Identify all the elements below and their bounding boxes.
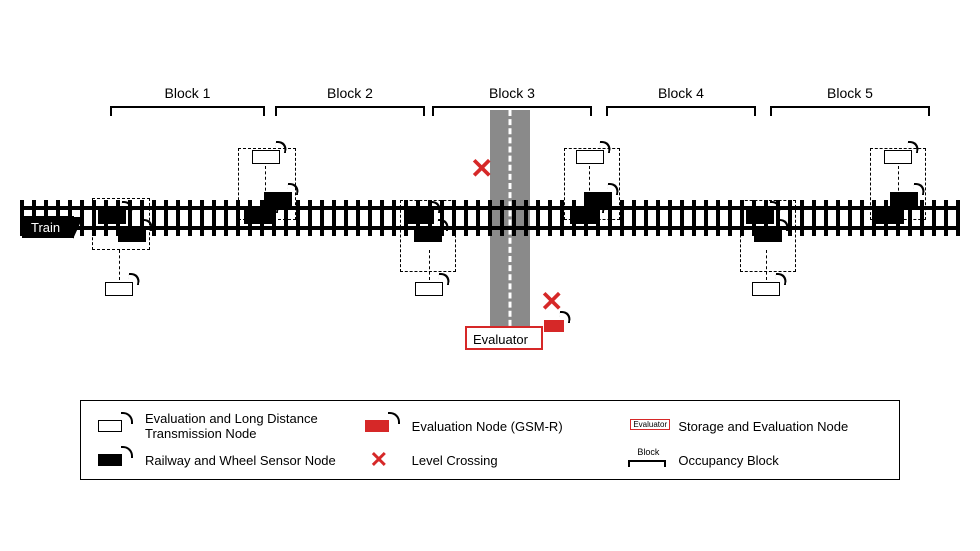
block-bracket: [275, 106, 425, 116]
legend-item: ✕ Level Crossing: [362, 449, 619, 471]
legend-text: Railway and Wheel Sensor Node: [145, 453, 336, 468]
block-bracket: [110, 106, 265, 116]
evaluation-transmission-node: [752, 282, 780, 296]
legend-item: Evaluator Storage and Evaluation Node: [628, 415, 885, 437]
train: Train: [22, 216, 74, 238]
track-rail-top: [20, 206, 960, 210]
legend-text: Evaluation Node (GSM-R): [412, 419, 563, 434]
level-crossing-icon: ✕: [362, 449, 402, 471]
evaluator-box: Evaluator: [465, 326, 543, 350]
wheel-sensor-node: [406, 210, 434, 224]
wheel-sensor-node: [890, 192, 918, 206]
evaluation-transmission-node: [252, 150, 280, 164]
railway-track: [20, 200, 960, 236]
block-label: Block 3: [432, 85, 592, 101]
block-label: Block 5: [770, 85, 930, 101]
evaluation-transmission-node: [576, 150, 604, 164]
wheel-sensor-node-icon: [95, 449, 135, 471]
node-link: [766, 250, 767, 280]
block-bracket: [606, 106, 756, 116]
node-link: [429, 250, 430, 280]
legend-item: Evaluation and Long Distance Transmissio…: [95, 411, 352, 441]
block-label: Block 1: [110, 85, 265, 101]
gsmr-node-icon: [362, 415, 402, 437]
legend-text: Level Crossing: [412, 453, 498, 468]
storage-node-icon: Evaluator: [628, 415, 668, 437]
evaluation-transmission-node: [415, 282, 443, 296]
level-crossing-x-icon: ✕: [470, 155, 493, 183]
legend-item: Evaluation Node (GSM-R): [362, 415, 619, 437]
wheel-sensor-node: [98, 210, 126, 224]
wheel-sensor-node: [118, 228, 146, 242]
evaluation-transmission-node: [884, 150, 912, 164]
train-front-icon: [73, 217, 83, 239]
occupancy-block-icon: Block: [628, 449, 668, 471]
wheel-sensor-node: [584, 192, 612, 206]
evaluator-gsmr-node: [544, 320, 564, 332]
legend-text: Storage and Evaluation Node: [678, 419, 848, 434]
legend-item: Railway and Wheel Sensor Node: [95, 449, 352, 471]
track-rail-bot: [20, 226, 960, 230]
legend-text: Occupancy Block: [678, 453, 778, 468]
train-label: Train: [31, 220, 60, 235]
block-label: Block 2: [275, 85, 425, 101]
evaluation-transmission-node: [105, 282, 133, 296]
legend: Evaluation and Long Distance Transmissio…: [80, 400, 900, 480]
wheel-sensor-node: [746, 210, 774, 224]
wheel-sensor-node: [244, 210, 272, 224]
wheel-sensor-node: [876, 210, 904, 224]
wheel-sensor-node: [264, 192, 292, 206]
legend-text: Evaluation and Long Distance Transmissio…: [145, 411, 352, 441]
eval-transmission-node-icon: [95, 415, 135, 437]
node-link: [119, 250, 120, 280]
wheel-sensor-node: [754, 228, 782, 242]
block-bracket: [770, 106, 930, 116]
wheel-sensor-node: [570, 210, 598, 224]
wheel-sensor-node: [414, 228, 442, 242]
legend-item: Block Occupancy Block: [628, 449, 885, 471]
evaluator-label: Evaluator: [473, 332, 528, 347]
block-label: Block 4: [606, 85, 756, 101]
